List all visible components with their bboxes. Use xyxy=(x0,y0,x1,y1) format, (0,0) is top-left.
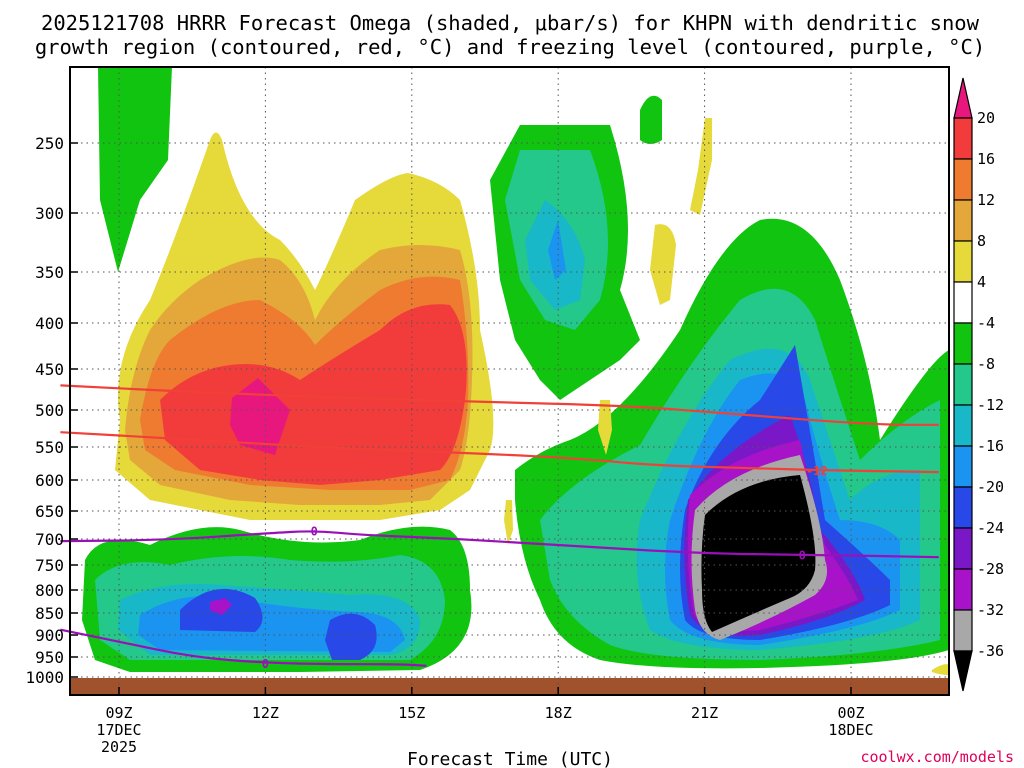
contour-freezing-upper xyxy=(60,530,939,559)
x-tick-year-0: 2025 xyxy=(101,738,137,756)
contour-label-dgz-lower: -12 xyxy=(806,464,828,478)
y-tick-label-550: 550 xyxy=(35,438,64,457)
colorbar-label-0: 20 xyxy=(977,109,995,127)
colorbar-below-min xyxy=(953,650,973,692)
colorbar-bin--12_-8 xyxy=(953,363,973,406)
plot-frame xyxy=(69,66,950,696)
omega-region-left-magenta xyxy=(230,378,290,455)
omega-shading xyxy=(82,67,949,675)
contour-label-freezing-lower: 0 xyxy=(262,657,269,671)
y-tick-label-750: 750 xyxy=(35,556,64,575)
colorbar: 20 16 12 8 4 -4 -8 -12 -16 -20 -24 -28 -32 -36 xyxy=(953,77,1004,692)
y-tick-label-250: 250 xyxy=(35,134,64,153)
colorbar-label-2: 12 xyxy=(977,191,995,209)
omega-region-lower-left-darkblue-east xyxy=(325,613,377,660)
omega-region-left-red xyxy=(160,304,467,485)
y-tick-label-350: 350 xyxy=(35,263,64,282)
x-tick-label-0: 09Z xyxy=(105,704,132,722)
colorbar-label-1: 16 xyxy=(977,150,995,168)
y-tick-label-600: 600 xyxy=(35,471,64,490)
x-tick-date-0: 17DEC xyxy=(96,721,141,739)
contour-lines: -12 0 0 0 xyxy=(60,384,939,671)
x-tick-date-5: 18DEC xyxy=(828,721,873,739)
surface-ground-band xyxy=(70,678,949,695)
y-tick-label-300: 300 xyxy=(35,204,64,223)
colorbar-label-8: -16 xyxy=(977,437,1004,455)
y-tick-label-450: 450 xyxy=(35,360,64,379)
x-tick-label-1: 12Z xyxy=(252,704,279,722)
contour-label-freezing-upper: 0 xyxy=(799,549,806,563)
colorbar-label-13: -36 xyxy=(977,642,1004,660)
colorbar-bin-8_12 xyxy=(953,199,973,242)
colorbar-label-11: -28 xyxy=(977,560,1004,578)
colorbar-bin--36_-32 xyxy=(953,609,973,652)
colorbar-label-3: 8 xyxy=(977,232,986,250)
y-tick-label-950: 950 xyxy=(35,648,64,667)
colorbar-label-9: -20 xyxy=(977,478,1004,496)
colorbar-bin--32_-28 xyxy=(953,568,973,611)
x-tick-label-4: 21Z xyxy=(691,704,718,722)
colorbar-bin--4_4 xyxy=(953,281,973,324)
contour-label-freezing-upper: 0 xyxy=(311,525,318,539)
colorbar-bin-4_8 xyxy=(953,240,973,283)
colorbar-bin--24_-20 xyxy=(953,486,973,529)
y-tick-label-1000: 1000 xyxy=(25,668,64,687)
chart-title-line-1: 2025121708 HRRR Forecast Omega (shaded, … xyxy=(41,11,980,35)
colorbar-label-6: -8 xyxy=(977,355,995,373)
y-tick-label-400: 400 xyxy=(35,314,64,333)
chart-title-line-2: growth region (contoured, red, °C) and f… xyxy=(35,35,985,59)
colorbar-bin--28_-24 xyxy=(953,527,973,570)
omega-region-corner-yellow xyxy=(932,664,949,675)
omega-region-upper-left-green xyxy=(98,67,172,272)
colorbar-bin--20_-16 xyxy=(953,445,973,488)
colorbar-label-4: 4 xyxy=(977,273,986,291)
y-tick-label-850: 850 xyxy=(35,604,64,623)
x-axis-title: Forecast Time (UTC) xyxy=(407,749,613,768)
y-tick-label-900: 900 xyxy=(35,626,64,645)
omega-region-center-yellow-1 xyxy=(598,400,612,455)
credit-text: coolwx.com/models xyxy=(860,748,1014,766)
omega-region-upper-right-yellow-1 xyxy=(690,118,712,215)
omega-region-lower-left-purple xyxy=(210,598,232,615)
y-tick-label-500: 500 xyxy=(35,401,64,420)
x-tick-label-5: 00Z xyxy=(837,704,864,722)
colorbar-label-7: -12 xyxy=(977,396,1004,414)
y-tick-label-700: 700 xyxy=(35,530,64,549)
omega-region-upper-center-blue xyxy=(548,220,566,280)
omega-region-top-center-green xyxy=(640,95,662,144)
colorbar-above-max xyxy=(953,77,973,119)
colorbar-bin--16_-12 xyxy=(953,404,973,447)
omega-region-center-yellow-2 xyxy=(504,500,513,545)
colorbar-label-10: -24 xyxy=(977,519,1004,537)
y-tick-label-800: 800 xyxy=(35,581,64,600)
y-tick-label-650: 650 xyxy=(35,502,64,521)
x-tick-label-3: 18Z xyxy=(545,704,572,722)
omega-region-upper-right-yellow-2 xyxy=(650,224,676,305)
colorbar-bin-12_16 xyxy=(953,158,973,201)
colorbar-label-12: -32 xyxy=(977,601,1004,619)
contour-dgz-lower xyxy=(60,431,939,474)
x-tick-label-2: 15Z xyxy=(398,704,425,722)
gridlines xyxy=(70,67,949,695)
colorbar-bin--8_-4 xyxy=(953,322,973,365)
contour-freezing-lower xyxy=(60,628,427,667)
colorbar-bin-16_20 xyxy=(953,117,973,160)
y-axis: 250 300 350 400 450 500 550 600 650 700 750 800 850 9… xyxy=(25,134,78,687)
contour-dgz-upper xyxy=(60,384,939,426)
colorbar-label-5: -4 xyxy=(977,314,995,332)
